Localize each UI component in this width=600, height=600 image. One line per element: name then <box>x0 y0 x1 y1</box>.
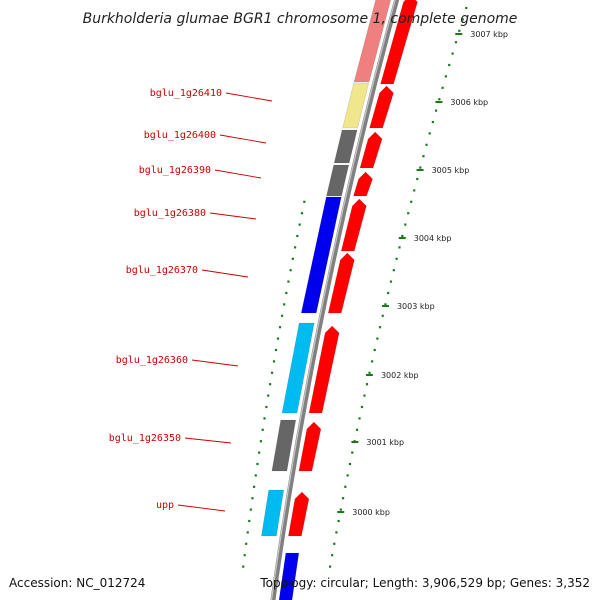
label-leader-line <box>177 504 226 512</box>
gene-feature <box>271 419 297 472</box>
gene-feature <box>281 322 315 414</box>
outer-tick-ring <box>328 6 468 568</box>
forward-cds-arrow <box>327 252 355 314</box>
gene-label[interactable]: bglu_1g26370 <box>126 265 198 276</box>
gene-feature <box>342 82 370 129</box>
gene-label[interactable]: bglu_1g26380 <box>134 208 206 219</box>
label-leader-line <box>209 212 257 220</box>
backbone-line <box>270 0 400 600</box>
label-leader-line <box>201 269 249 278</box>
forward-cds-arrow <box>288 491 310 537</box>
forward-cds-arrow <box>353 171 373 197</box>
forward-cds-arrow <box>369 85 394 129</box>
gene-label[interactable]: upp <box>156 500 174 511</box>
forward-cds-arrow <box>359 131 383 169</box>
gene-label[interactable]: bglu_1g26350 <box>109 433 181 444</box>
scale-label: 3000 kbp <box>352 508 390 517</box>
label-leader-line <box>219 134 267 144</box>
scale-label: 3002 kbp <box>381 371 419 380</box>
inner-tick-ring <box>242 200 306 568</box>
forward-rna-feature <box>278 552 300 600</box>
gene-label-group: bglu_1g26410 bglu_1g26400 bglu_1g26390bglu… <box>109 88 222 511</box>
label-leader-line <box>191 359 239 367</box>
forward-cds-arrow <box>298 421 322 472</box>
gene-label[interactable]: bglu_1g26390 <box>139 165 211 176</box>
accession-text: Accession: NC_012724 <box>9 576 146 590</box>
gene-label[interactable]: bglu_1g26400 <box>144 130 216 141</box>
reverse-strand-track <box>261 0 391 537</box>
scale-label: 3007 kbp <box>470 30 508 39</box>
gene-feature <box>333 129 358 164</box>
scale-label: 3003 kbp <box>397 302 435 311</box>
forward-strand-track <box>278 0 418 600</box>
scale-label: 3005 kbp <box>432 166 470 175</box>
label-leader-line <box>214 169 262 179</box>
forward-cds-arrow <box>308 325 340 414</box>
gene-feature <box>326 164 350 197</box>
topology-summary-text: Topology: circular; Length: 3,906,529 bp… <box>260 576 590 590</box>
scale-label-group: 3007 kbp 3006 kbp 3005 kbp 3004 kbp 3003 kbp… <box>352 30 508 517</box>
scale-label: 3004 kbp <box>414 234 452 243</box>
gene-label[interactable]: bglu_1g26360 <box>116 355 188 366</box>
pseudogene-feature <box>353 0 391 83</box>
map-title: Burkholderia glumae BGR1 chromosome 1, c… <box>83 11 518 27</box>
label-leader-line <box>184 437 232 444</box>
label-leader-line <box>225 92 273 102</box>
scale-label: 3001 kbp <box>366 438 404 447</box>
backbone-track <box>270 0 400 600</box>
gene-feature <box>261 489 285 537</box>
forward-cds-arrow <box>340 198 367 252</box>
gene-feature <box>300 196 342 314</box>
label-leader-lines <box>177 92 273 512</box>
gene-label[interactable]: bglu_1g26410 <box>150 88 222 99</box>
forward-cds-arrow <box>380 0 418 85</box>
scale-label: 3006 kbp <box>450 98 488 107</box>
backbone-highlight <box>270 0 396 600</box>
